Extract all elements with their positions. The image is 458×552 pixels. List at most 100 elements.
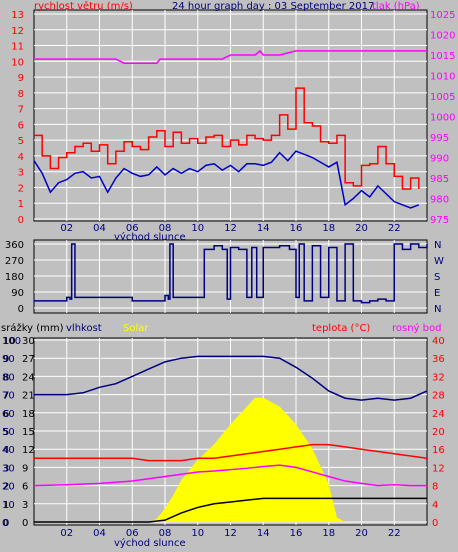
wind-tick-7: 6 [18, 120, 24, 131]
humidity-line [34, 355, 428, 401]
p3-x-tick-16: 16 [290, 528, 303, 539]
dewpoint-axis-label: rosný bod [392, 322, 441, 334]
compass-tick-1: W [434, 256, 444, 267]
wind-tick-8: 5 [18, 136, 24, 147]
temperature-tick-2: 32 [432, 372, 445, 383]
rain-tick-8: 2 [3, 482, 9, 493]
pressure-tick-3: 1010 [430, 72, 455, 83]
rain-tick-3: 7 [3, 391, 9, 402]
p1-x-tick-06: 06 [126, 223, 139, 234]
humidity-pct-tick-8: 20 [2, 482, 15, 493]
compass-tick-3: E [434, 288, 440, 299]
humidity-tick-3: 21 [22, 391, 35, 402]
wind-tick-5: 8 [18, 89, 24, 100]
humidity-pct-tick-5: 50 [2, 427, 15, 438]
rain-tick-10: 0 [3, 518, 9, 529]
direction-tick-0: 360 [5, 240, 24, 251]
solar-legend-label: Solar [123, 323, 149, 334]
temperature-line [34, 443, 428, 462]
dewpoint-line [33, 464, 427, 487]
sunrise-label-2: východ slunce [114, 537, 186, 549]
p3-x-tick-10: 10 [191, 528, 204, 539]
p3-x-tick-04: 04 [93, 528, 106, 539]
p1-x-tick-04: 04 [93, 223, 106, 234]
temperature-tick-0: 40 [432, 336, 445, 347]
temperature-series [33, 355, 428, 523]
pressure-tick-6: 995 [430, 133, 449, 144]
humidity-tick-1: 27 [22, 354, 35, 365]
pressure-tick-2: 1015 [430, 51, 455, 62]
p1-x-tick-14: 14 [257, 223, 270, 234]
pressure-axis-label: tlak (hPa) [372, 1, 420, 12]
pressure-tick-5: 1000 [430, 113, 455, 124]
humidity-tick-10: 0 [22, 518, 28, 529]
temperature-tick-8: 8 [432, 482, 438, 493]
humidity-pct-tick-7: 30 [2, 463, 15, 474]
wind-series [33, 49, 427, 209]
wind-tick-6: 7 [18, 105, 24, 116]
p3-x-tick-22: 22 [388, 528, 401, 539]
wind-tick-0: 13 [11, 10, 24, 21]
rain-tick-7: 3 [3, 463, 9, 474]
compass-tick-0: N [434, 240, 441, 251]
rain-axis-label: srážky (mm) [1, 322, 64, 334]
rain-tick-2: 8 [3, 372, 9, 383]
temperature-tick-1: 36 [432, 354, 445, 365]
p1-x-tick-16: 16 [290, 223, 303, 234]
temperature-tick-3: 28 [432, 391, 445, 402]
wind-tick-3: 10 [11, 57, 24, 68]
p3-x-tick-12: 12 [224, 528, 237, 539]
temperature-tick-9: 4 [432, 500, 438, 511]
wind-speed-line [34, 87, 420, 190]
pressure-tick-7: 990 [430, 154, 449, 165]
humidity-tick-8: 6 [22, 482, 28, 493]
rain-tick-6: 4 [3, 445, 9, 456]
pressure-axis-ticks: 1025 1020 1015 1010 1005 1000 995 990 985 980 975 [430, 10, 455, 226]
p1-x-tick-08: 08 [159, 223, 172, 234]
p3-x-tick-14: 14 [257, 528, 270, 539]
direction-series [34, 243, 428, 304]
p1-x-tick-02: 02 [60, 223, 73, 234]
temperature-tick-5: 20 [432, 427, 445, 438]
direction-tick-4: 0 [18, 304, 24, 315]
chart-title: 24 hour graph day : 03 September 2017 [172, 1, 374, 12]
pressure-tick-4: 1005 [430, 92, 455, 103]
p3-x-tick-20: 20 [355, 528, 368, 539]
wind-direction-line [34, 243, 428, 304]
pressure-tick-8: 985 [430, 174, 449, 185]
humidity-axis-label: vlhkost [66, 323, 102, 334]
p3-x-tick-06: 06 [126, 528, 139, 539]
wind-grid [34, 10, 427, 221]
wind-tick-13: 0 [18, 215, 24, 226]
p1-x-tick-22: 22 [388, 223, 401, 234]
direction-tick-1: 270 [5, 256, 24, 267]
humidity-pct-tick-2: 80 [2, 372, 15, 383]
pressure-tick-0: 1025 [430, 10, 455, 21]
wind-tick-11: 2 [18, 183, 24, 194]
humidity-pct-tick-6: 40 [2, 445, 15, 456]
humidity-pct-tick-1: 90 [2, 354, 15, 365]
pressure-tick-1: 1020 [430, 31, 455, 42]
panel1-x-ticks: 02 04 06 08 10 12 14 16 18 20 22 [60, 223, 400, 234]
rain-line [34, 497, 427, 523]
direction-tick-3: 90 [11, 288, 24, 299]
pressure-line [34, 49, 427, 64]
temperature-tick-6: 16 [432, 445, 445, 456]
temperature-tick-7: 12 [432, 463, 445, 474]
wind-tick-4: 9 [18, 73, 24, 84]
wind-axis-label: rychlost větru (m/s) [34, 0, 133, 12]
humidity-pct-tick-10: 0 [2, 518, 8, 529]
rain-tick-5: 5 [3, 427, 9, 438]
humidity-tick-5: 15 [22, 427, 35, 438]
wind-tick-1: 12 [11, 26, 24, 37]
wind-tick-2: 11 [11, 42, 24, 53]
rain-tick-9: 1 [3, 500, 9, 511]
wind-tick-10: 3 [18, 168, 24, 179]
humidity-pct-tick-9: 10 [2, 500, 15, 511]
pressure-tick-10: 975 [430, 215, 449, 226]
p1-x-tick-20: 20 [355, 223, 368, 234]
